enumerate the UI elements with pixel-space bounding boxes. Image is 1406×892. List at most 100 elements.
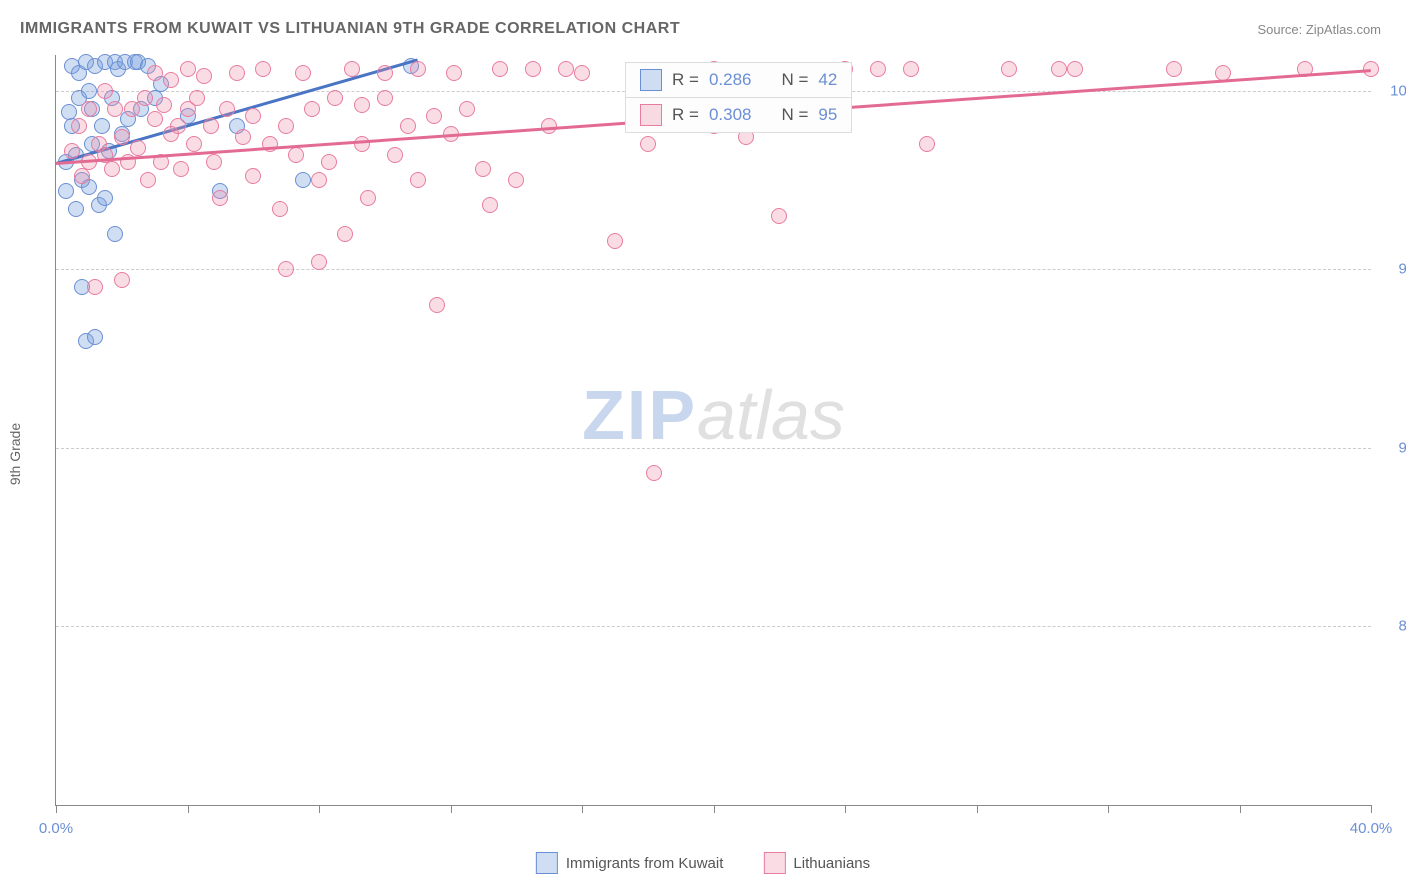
scatter-point — [459, 101, 475, 117]
scatter-point — [206, 154, 222, 170]
scatter-point — [607, 233, 623, 249]
scatter-point — [245, 108, 261, 124]
scatter-point — [508, 172, 524, 188]
scatter-point — [94, 118, 110, 134]
n-label: N = — [781, 105, 808, 125]
scatter-point — [360, 190, 376, 206]
x-tick — [845, 805, 846, 813]
x-tick — [1371, 805, 1372, 813]
scatter-point — [255, 61, 271, 77]
x-tick — [188, 805, 189, 813]
scatter-point — [482, 197, 498, 213]
scatter-point — [156, 97, 172, 113]
legend-label-kuwait: Immigrants from Kuwait — [566, 855, 724, 872]
legend-label-lithuanian: Lithuanians — [793, 855, 870, 872]
scatter-point — [311, 172, 327, 188]
scatter-point — [114, 129, 130, 145]
scatter-point — [574, 65, 590, 81]
scatter-point — [410, 172, 426, 188]
scatter-point — [377, 65, 393, 81]
y-tick-label: 85.0% — [1381, 618, 1406, 635]
scatter-point — [140, 172, 156, 188]
gridline — [56, 448, 1371, 449]
legend-stats-row-1: R = 0.308 N = 95 — [625, 97, 852, 133]
scatter-point — [104, 161, 120, 177]
scatter-point — [1166, 61, 1182, 77]
scatter-point — [295, 172, 311, 188]
chart-title: IMMIGRANTS FROM KUWAIT VS LITHUANIAN 9TH… — [20, 20, 680, 38]
scatter-point — [344, 61, 360, 77]
scatter-point — [124, 101, 140, 117]
scatter-point — [61, 104, 77, 120]
legend-swatch-lithuanian — [640, 104, 662, 126]
scatter-point — [475, 161, 491, 177]
scatter-point — [58, 183, 74, 199]
scatter-point — [288, 147, 304, 163]
scatter-point — [163, 72, 179, 88]
source-attribution: Source: ZipAtlas.com — [1257, 22, 1381, 37]
n-value-lithuanian: 95 — [818, 105, 837, 125]
scatter-point — [180, 61, 196, 77]
scatter-point — [870, 61, 886, 77]
legend-swatch-kuwait — [640, 69, 662, 91]
r-value-kuwait: 0.286 — [709, 70, 752, 90]
x-tick — [714, 805, 715, 813]
scatter-point — [919, 136, 935, 152]
scatter-point — [203, 118, 219, 134]
watermark-part1: ZIP — [582, 376, 697, 454]
scatter-point — [400, 118, 416, 134]
n-label: N = — [781, 70, 808, 90]
scatter-point — [212, 190, 228, 206]
scatter-point — [262, 136, 278, 152]
scatter-point — [81, 83, 97, 99]
scatter-point — [771, 208, 787, 224]
scatter-point — [377, 90, 393, 106]
watermark-part2: atlas — [697, 376, 845, 454]
scatter-point — [387, 147, 403, 163]
scatter-point — [354, 136, 370, 152]
scatter-point — [107, 226, 123, 242]
legend-swatch-lithuanian-bottom — [763, 852, 785, 874]
scatter-point — [219, 101, 235, 117]
scatter-point — [304, 101, 320, 117]
scatter-point — [87, 279, 103, 295]
scatter-plot-area: ZIPatlas 85.0%90.0%95.0%100.0%0.0%40.0% — [55, 55, 1371, 806]
r-label: R = — [672, 70, 699, 90]
x-tick-label: 40.0% — [1350, 820, 1393, 837]
scatter-point — [186, 136, 202, 152]
scatter-point — [311, 254, 327, 270]
x-tick — [319, 805, 320, 813]
x-tick — [56, 805, 57, 813]
scatter-point — [337, 226, 353, 242]
y-tick-label: 100.0% — [1381, 82, 1406, 99]
scatter-point — [68, 201, 84, 217]
scatter-point — [147, 65, 163, 81]
scatter-point — [64, 143, 80, 159]
legend-stats-row-0: R = 0.286 N = 42 — [625, 62, 852, 98]
scatter-point — [278, 261, 294, 277]
scatter-point — [354, 97, 370, 113]
scatter-point — [189, 90, 205, 106]
scatter-point — [97, 83, 113, 99]
scatter-point — [295, 65, 311, 81]
scatter-point — [97, 190, 113, 206]
scatter-point — [170, 118, 186, 134]
gridline — [56, 269, 1371, 270]
scatter-point — [107, 101, 123, 117]
scatter-point — [446, 65, 462, 81]
y-axis-label: 9th Grade — [7, 423, 23, 485]
scatter-point — [1067, 61, 1083, 77]
scatter-point — [410, 61, 426, 77]
scatter-point — [130, 140, 146, 156]
gridline — [56, 626, 1371, 627]
legend-swatch-kuwait-bottom — [536, 852, 558, 874]
r-label: R = — [672, 105, 699, 125]
scatter-point — [71, 118, 87, 134]
scatter-point — [646, 465, 662, 481]
scatter-point — [429, 297, 445, 313]
x-tick — [1108, 805, 1109, 813]
scatter-point — [327, 90, 343, 106]
x-tick — [451, 805, 452, 813]
scatter-point — [558, 61, 574, 77]
x-tick — [1240, 805, 1241, 813]
